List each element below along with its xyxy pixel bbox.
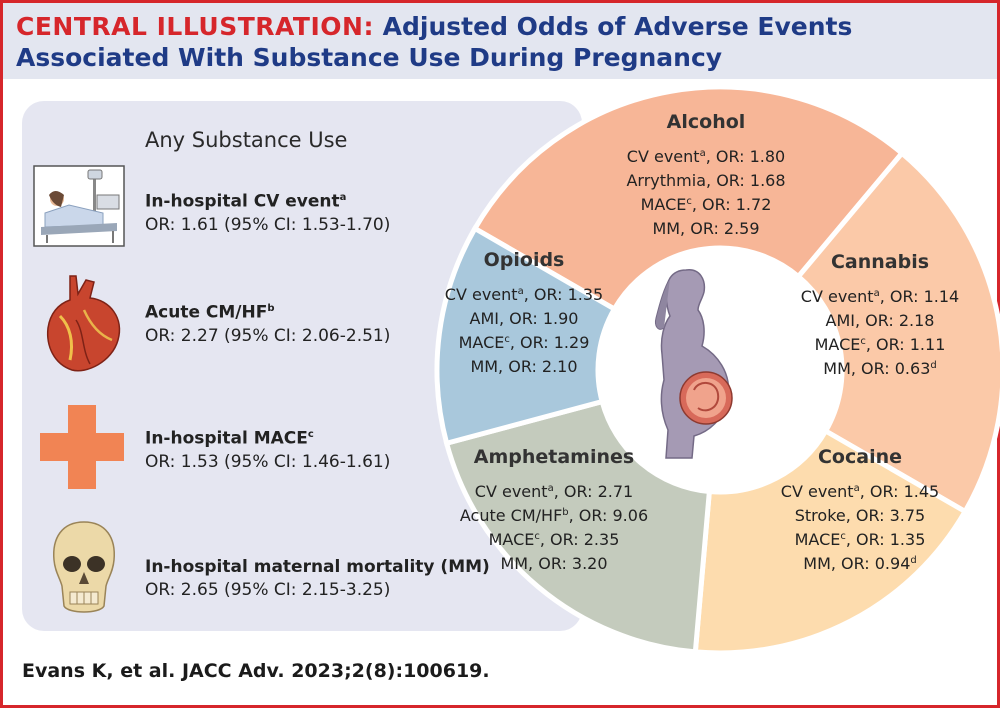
- segment-line-opioids: CV eventa, OR: 1.35: [445, 285, 603, 304]
- heart-icon: [46, 275, 121, 372]
- segment-line-opioids: MACEc, OR: 1.29: [459, 333, 590, 352]
- segment-title-cannabis: Cannabis: [831, 251, 929, 273]
- segment-amphetamines: [443, 398, 713, 655]
- segment-title-alcohol: Alcohol: [667, 111, 746, 133]
- pregnant-woman-icon: [655, 269, 733, 459]
- segment-opioids: [434, 225, 618, 447]
- segment-line-cannabis: MM, OR: 0.63d: [823, 359, 936, 378]
- panel-heading: Any Substance Use: [145, 128, 348, 152]
- segment-cocaine: [692, 427, 969, 656]
- header-band: CENTRAL ILLUSTRATION: Adjusted Odds of A…: [3, 3, 997, 79]
- citation: Evans K, et al. JACC Adv. 2023;2(8):1006…: [22, 660, 490, 682]
- item-mace: In-hospital MACEc OR: 1.53 (95% CI: 1.46…: [145, 428, 391, 472]
- segment-line-cocaine: Stroke, OR: 3.75: [795, 506, 925, 525]
- segment-line-opioids: AMI, OR: 1.90: [470, 309, 579, 328]
- item-maternal-mortality: In-hospital maternal mortality (MM) OR: …: [145, 557, 490, 600]
- medical-cross-icon: [40, 405, 124, 489]
- segment-line-amphetamines: Acute CM/HFb, OR: 9.06: [460, 506, 648, 525]
- segment-line-cocaine: CV eventa, OR: 1.45: [781, 482, 939, 501]
- segment-line-cocaine: MACEc, OR: 1.35: [795, 530, 926, 549]
- segment-line-cannabis: AMI, OR: 2.18: [826, 311, 935, 330]
- segment-cannabis: [794, 149, 1000, 515]
- segment-line-opioids: MM, OR: 2.10: [470, 357, 577, 376]
- segment-line-alcohol: CV eventa, OR: 1.80: [627, 147, 785, 166]
- segment-line-amphetamines: MM, OR: 3.20: [500, 554, 607, 573]
- segment-line-cannabis: MACEc, OR: 1.11: [815, 335, 946, 354]
- segment-line-alcohol: Arrythmia, OR: 1.68: [626, 171, 785, 190]
- segment-title-amphetamines: Amphetamines: [474, 446, 634, 468]
- item-acute-cm-hf: Acute CM/HFb OR: 2.27 (95% CI: 2.06-2.51…: [145, 302, 391, 346]
- title-text: Adjusted Odds of Adverse Events Associat…: [16, 12, 853, 72]
- hospital-bed-icon: [33, 165, 125, 247]
- segment-title-opioids: Opioids: [484, 249, 565, 271]
- segment-line-alcohol: MACEc, OR: 1.72: [641, 195, 772, 214]
- segment-line-cocaine: MM, OR: 0.94d: [803, 554, 916, 573]
- segment-title-cocaine: Cocaine: [818, 446, 902, 468]
- skull-icon: [53, 521, 115, 613]
- segment-line-cannabis: CV eventa, OR: 1.14: [801, 287, 959, 306]
- item-cv-event: In-hospital CV eventa OR: 1.61 (95% CI: …: [145, 191, 391, 235]
- segment-alcohol: [471, 84, 906, 313]
- segment-line-amphetamines: MACEc, OR: 2.35: [489, 530, 620, 549]
- segment-line-alcohol: MM, OR: 2.59: [652, 219, 759, 238]
- segment-line-amphetamines: CV eventa, OR: 2.71: [475, 482, 633, 501]
- title-lead: CENTRAL ILLUSTRATION:: [16, 12, 374, 41]
- page-title: CENTRAL ILLUSTRATION: Adjusted Odds of A…: [16, 11, 986, 73]
